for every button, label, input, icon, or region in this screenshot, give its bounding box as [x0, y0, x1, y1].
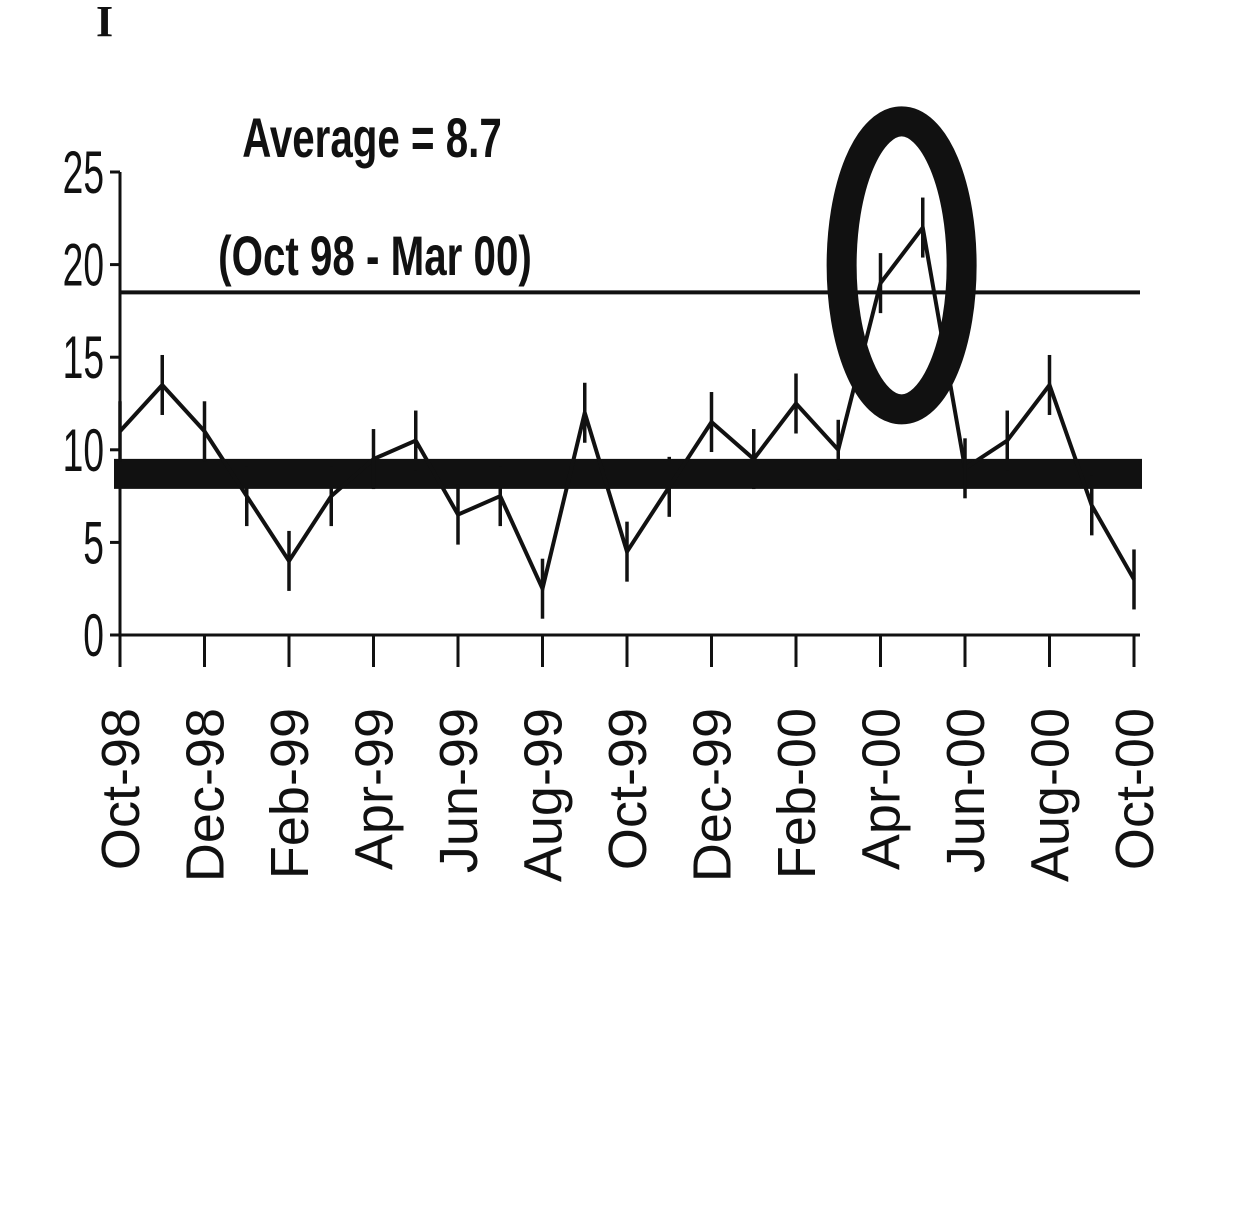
- x-tick-label-Aug-00: Aug-00: [1021, 708, 1081, 882]
- x-tick-label-Dec-98: Dec-98: [176, 708, 236, 882]
- y-tick-label-10: 10: [63, 417, 104, 484]
- x-tick-label-Jun-99: Jun-99: [429, 708, 489, 873]
- x-tick-label-Dec-99: Dec-99: [683, 708, 743, 882]
- x-tick-label-Oct-99: Oct-99: [598, 708, 658, 870]
- highlight-group: [826, 106, 977, 425]
- x-tick-label-Aug-99: Aug-99: [514, 708, 574, 882]
- x-tick-label-Feb-00: Feb-00: [767, 708, 827, 879]
- x-tick-label-Apr-00: Apr-00: [852, 708, 912, 870]
- highlight-circle: [826, 106, 977, 425]
- y-tick-label-20: 20: [63, 232, 104, 299]
- period-annotation: (Oct 98 - Mar 00): [218, 226, 532, 288]
- x-tick-label-Jun-00: Jun-00: [936, 708, 996, 873]
- average-annotation: Average = 8.7: [242, 108, 502, 170]
- data-series: [118, 197, 1136, 619]
- y-tick-label-5: 5: [83, 509, 104, 576]
- reference-lines: [114, 290, 1142, 489]
- corner-mark: I: [96, 0, 114, 46]
- labels: 0 5 10 15 20 25 Oct-98 Dec-98 Feb-99 Apr-99 Jun-99…: [63, 139, 1165, 882]
- x-tick-label-Feb-99: Feb-99: [260, 708, 320, 879]
- x-tick-label-Oct-00: Oct-00: [1105, 708, 1165, 870]
- y-tick-label-25: 25: [63, 139, 104, 206]
- y-tick-label-15: 15: [63, 324, 104, 391]
- y-tick-label-0: 0: [83, 602, 104, 669]
- x-tick-label-Apr-99: Apr-99: [345, 708, 405, 870]
- x-tick-label-Oct-98: Oct-98: [91, 708, 151, 870]
